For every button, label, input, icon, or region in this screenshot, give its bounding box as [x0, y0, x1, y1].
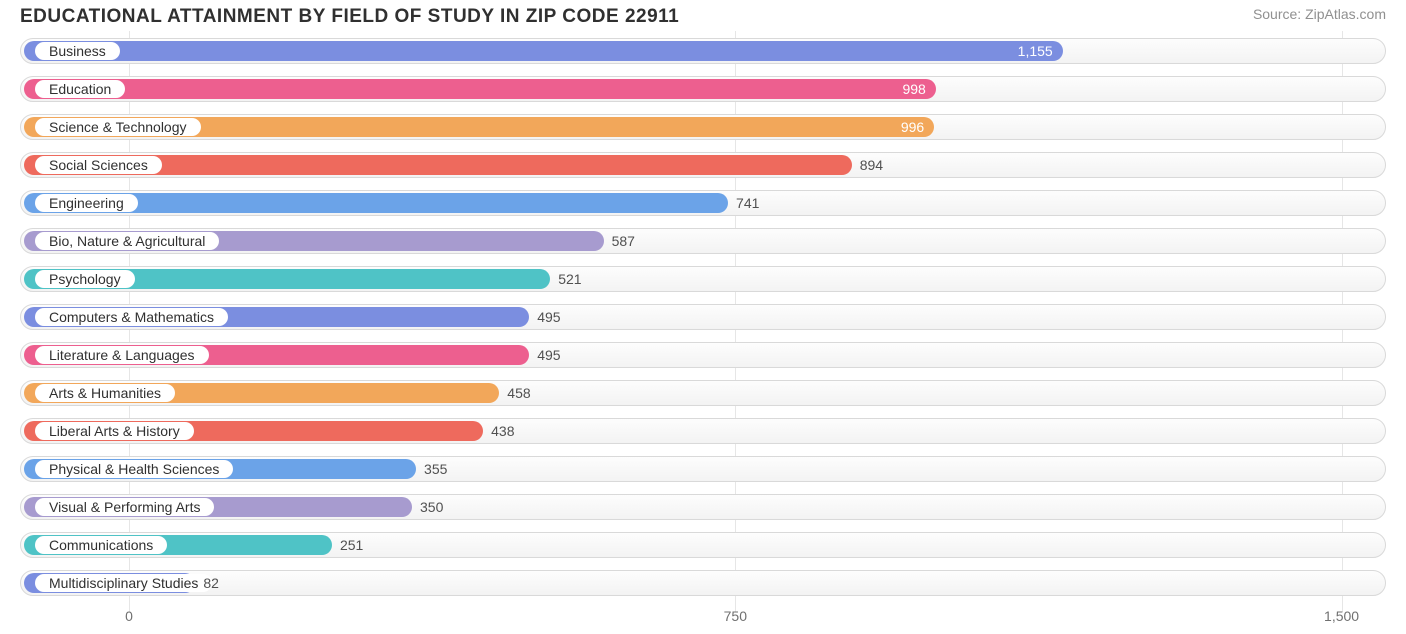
- bar-row: Social Sciences 894: [20, 148, 1386, 182]
- bar-label-pill: Education: [35, 80, 125, 98]
- bar-value: 495: [537, 300, 560, 334]
- bar-label-pill: Psychology: [35, 270, 135, 288]
- bar-value: 894: [860, 148, 883, 182]
- bar-value: 998: [902, 79, 925, 99]
- bar-row: Physical & Health Sciences 355: [20, 452, 1386, 486]
- bar-label-pill: Communications: [35, 536, 167, 554]
- x-tick-label: 750: [724, 608, 747, 624]
- bar-row: Visual & Performing Arts 350: [20, 490, 1386, 524]
- bar-row: Arts & Humanities 458: [20, 376, 1386, 410]
- bar-value: 996: [901, 117, 924, 137]
- bar-row: Literature & Languages 495: [20, 338, 1386, 372]
- bar-rows: 1,155 Business 998 Education 996 Science & Te…: [20, 34, 1386, 600]
- bar-label-pill: Visual & Performing Arts: [35, 498, 214, 516]
- bar-label-pill: Computers & Mathematics: [35, 308, 228, 326]
- bar-track: [20, 570, 1386, 596]
- bar-label-pill: Science & Technology: [35, 118, 201, 136]
- bar-value: 741: [736, 186, 759, 220]
- bar-label-pill: Physical & Health Sciences: [35, 460, 233, 478]
- bar-row: Liberal Arts & History 438: [20, 414, 1386, 448]
- chart-title: EDUCATIONAL ATTAINMENT BY FIELD OF STUDY…: [20, 6, 679, 28]
- bar-value: 1,155: [1018, 41, 1053, 61]
- bar-label-pill: Social Sciences: [35, 156, 162, 174]
- bar-value: 587: [612, 224, 635, 258]
- bar-label-pill: Liberal Arts & History: [35, 422, 194, 440]
- bar-value: 458: [507, 376, 530, 410]
- x-tick-label: 0: [125, 608, 133, 624]
- source-label: Source: ZipAtlas.com: [1253, 6, 1386, 22]
- bar-row: Bio, Nature & Agricultural 587: [20, 224, 1386, 258]
- bar-row: Psychology 521: [20, 262, 1386, 296]
- bar-value: 82: [203, 566, 219, 600]
- bar-value: 251: [340, 528, 363, 562]
- bar-row: 1,155 Business: [20, 34, 1386, 68]
- x-axis: 0 750 1,500: [20, 604, 1386, 634]
- bar-row: Computers & Mathematics 495: [20, 300, 1386, 334]
- bar-fill: 1,155: [24, 41, 1063, 61]
- bar-label-pill: Literature & Languages: [35, 346, 209, 364]
- header: EDUCATIONAL ATTAINMENT BY FIELD OF STUDY…: [0, 0, 1406, 30]
- bar-value: 495: [537, 338, 560, 372]
- bar-row: Engineering 741: [20, 186, 1386, 220]
- bar-value: 355: [424, 452, 447, 486]
- bar-label-pill: Engineering: [35, 194, 138, 212]
- chart-area: 1,155 Business 998 Education 996 Science & Te…: [0, 30, 1406, 634]
- bar-label-pill: Multidisciplinary Studies: [35, 574, 212, 592]
- bar-row: 998 Education: [20, 72, 1386, 106]
- bar-label-pill: Business: [35, 42, 120, 60]
- bar-value: 350: [420, 490, 443, 524]
- bar-fill: 998: [24, 79, 936, 99]
- bar-label-pill: Bio, Nature & Agricultural: [35, 232, 219, 250]
- bar-row: Communications 251: [20, 528, 1386, 562]
- bar-value: 521: [558, 262, 581, 296]
- bar-row: Multidisciplinary Studies82: [20, 566, 1386, 600]
- bar-label-pill: Arts & Humanities: [35, 384, 175, 402]
- bar-value: 438: [491, 414, 514, 448]
- x-tick-label: 1,500: [1324, 608, 1359, 624]
- bar-row: 996 Science & Technology: [20, 110, 1386, 144]
